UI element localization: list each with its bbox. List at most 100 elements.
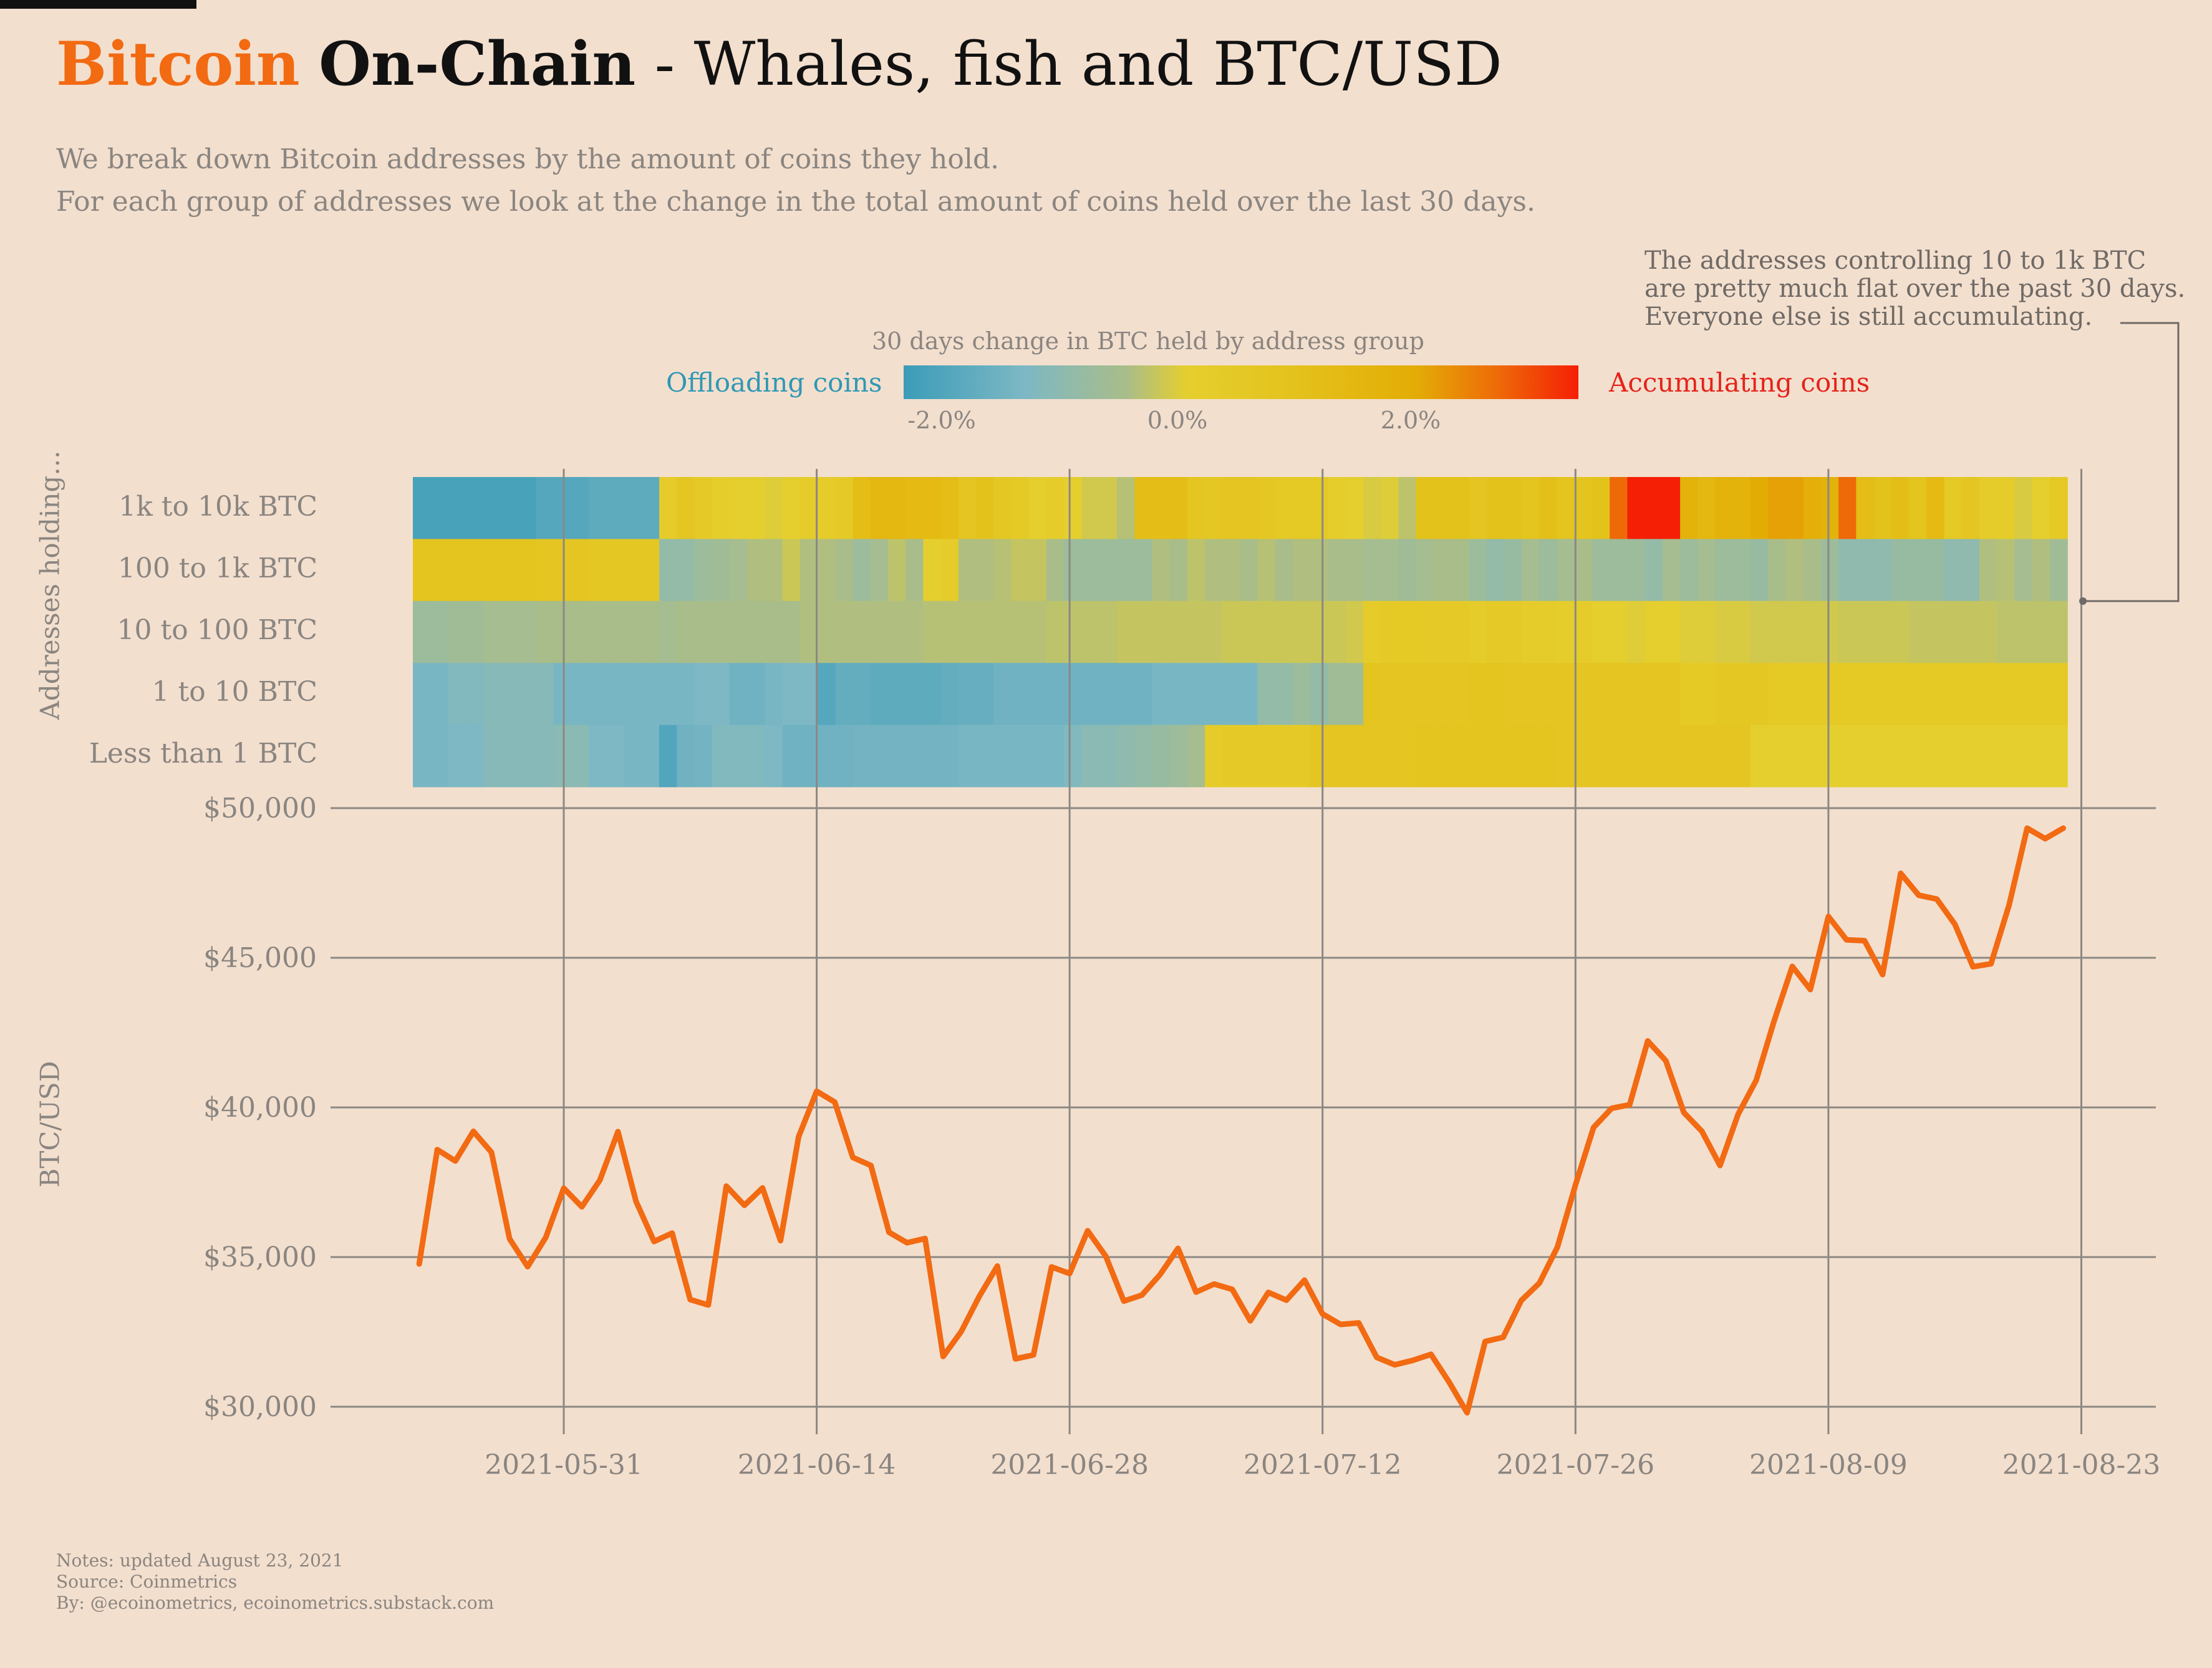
heat-cell — [659, 725, 678, 788]
heat-cell — [1328, 600, 1346, 663]
heat-cell — [1715, 600, 1734, 663]
heat-cell — [606, 663, 625, 726]
heat-cell — [1856, 600, 1875, 663]
heat-cell — [818, 725, 836, 788]
heat-cell — [1574, 725, 1593, 788]
heat-cell — [1116, 663, 1135, 726]
heat-cell — [1610, 477, 1628, 539]
heat-cell — [677, 600, 695, 663]
heat-cell — [1169, 539, 1188, 602]
heat-cell — [799, 600, 818, 663]
heat-cell — [1750, 539, 1769, 602]
heat-cell — [888, 600, 907, 663]
heat-cell — [694, 600, 713, 663]
heat-cell — [1205, 600, 1224, 663]
heat-cell — [1838, 663, 1857, 726]
heat-cell — [835, 725, 854, 788]
heat-cell — [1627, 725, 1646, 788]
heat-cell — [1926, 725, 1945, 788]
heat-cell — [1240, 477, 1258, 539]
heat-cell — [448, 600, 466, 663]
heat-cell — [2032, 539, 2050, 602]
heat-cell — [1557, 539, 1575, 602]
heat-cell — [1257, 600, 1276, 663]
heat-cell — [958, 477, 977, 539]
heat-cell — [1997, 725, 2016, 788]
heat-cell — [1116, 725, 1135, 788]
heat-cell — [1046, 725, 1065, 788]
heat-cell — [483, 725, 501, 788]
heat-cell — [1785, 600, 1804, 663]
heat-cell — [1345, 600, 1364, 663]
heat-cell — [1381, 725, 1399, 788]
heat-cell — [1064, 663, 1083, 726]
price-line — [416, 825, 2066, 1416]
heat-cell — [536, 663, 554, 726]
heat-cell — [2014, 539, 2033, 602]
heat-cell — [818, 600, 836, 663]
heat-cell — [1310, 600, 1329, 663]
heat-cell — [553, 477, 572, 539]
heat-cell — [448, 725, 466, 788]
heat-cell — [976, 725, 995, 788]
heat-cell — [1152, 477, 1171, 539]
heat-cell — [730, 539, 748, 602]
x-tick-label: 2021-06-14 — [738, 1449, 896, 1481]
heat-cell — [1891, 725, 1910, 788]
heat-cell — [1451, 477, 1470, 539]
annotation-line-1: The addresses controlling 10 to 1k BTC — [1645, 246, 2147, 275]
heat-cell — [1381, 663, 1399, 726]
heat-cell — [1152, 725, 1171, 788]
heat-cell — [940, 600, 959, 663]
heat-cell — [1451, 539, 1470, 602]
heat-cell — [1961, 477, 1980, 539]
heat-cell — [1979, 725, 1997, 788]
heat-cell — [1293, 539, 1311, 602]
heat-cell — [1275, 600, 1293, 663]
heat-cell — [1205, 663, 1224, 726]
heat-cell — [536, 477, 554, 539]
heat-cell — [677, 663, 695, 726]
heat-cell — [1433, 539, 1452, 602]
heat-cell — [1680, 663, 1699, 726]
heat-cell — [571, 600, 590, 663]
heat-cell — [747, 725, 766, 788]
heat-cell — [1275, 477, 1293, 539]
row-label-1-10: 1 to 10 BTC — [152, 676, 317, 708]
heat-cell — [430, 477, 449, 539]
heat-cell — [1803, 600, 1822, 663]
heat-cell — [1820, 663, 1839, 726]
heat-cell — [1715, 725, 1734, 788]
heat-cell — [1891, 477, 1910, 539]
heat-cell — [1469, 725, 1487, 788]
heat-cell — [1451, 663, 1470, 726]
heat-cell — [1732, 477, 1751, 539]
heat-cell — [747, 539, 766, 602]
heat-cell — [1856, 725, 1875, 788]
heat-cell — [1539, 539, 1558, 602]
heat-cell — [870, 663, 889, 726]
heat-cell — [1908, 725, 1928, 788]
heat-cell — [1997, 539, 2016, 602]
heat-cell — [1152, 600, 1171, 663]
heat-cell — [747, 663, 766, 726]
heat-cell — [1363, 600, 1382, 663]
heat-cell — [1838, 539, 1857, 602]
heat-cell — [1240, 600, 1258, 663]
heat-cell — [571, 725, 590, 788]
heat-cell — [1698, 539, 1716, 602]
heat-cell — [1504, 477, 1522, 539]
heat-cell — [1610, 539, 1628, 602]
heat-cell — [465, 600, 484, 663]
heat-cell — [1803, 725, 1822, 788]
heat-cell — [641, 725, 660, 788]
heat-cell — [1222, 477, 1241, 539]
heat-cell — [659, 477, 678, 539]
heat-cell — [765, 539, 783, 602]
heat-cell — [906, 539, 924, 602]
heat-cell — [765, 725, 783, 788]
x-tick-label: 2021-06-28 — [990, 1449, 1149, 1481]
heat-cell — [1574, 477, 1593, 539]
heat-cell — [730, 600, 748, 663]
heat-cell — [1275, 725, 1293, 788]
